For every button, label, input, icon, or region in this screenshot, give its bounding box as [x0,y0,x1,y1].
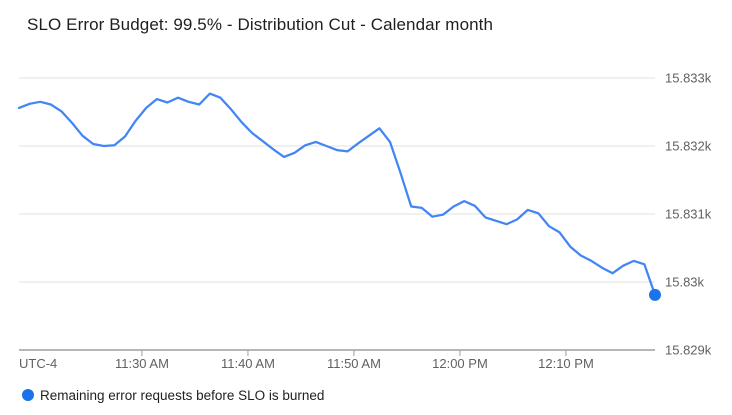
y-axis-tick-label: 15.829k [665,343,712,358]
x-axis-tick-label: 11:30 AM [115,356,169,371]
x-axis-tick-label: 11:50 AM [327,356,381,371]
x-axis-tick-label: 11:40 AM [221,356,275,371]
y-axis-tick-label: 15.832k [665,139,712,154]
legend-series-label: Remaining error requests before SLO is b… [40,387,325,403]
chart-legend: Remaining error requests before SLO is b… [22,386,324,404]
legend-series-circle-icon [22,389,34,401]
y-axis-tick-label: 15.833k [665,71,712,86]
timezone-label: UTC-4 [19,356,57,371]
chart-title: SLO Error Budget: 99.5% - Distribution C… [27,15,494,34]
y-axis-tick-label: 15.83k [665,275,705,290]
x-axis-tick-label: 12:00 PM [432,356,488,371]
series-line [17,92,657,297]
series-endpoint-dot [649,288,661,301]
y-axis-tick-label: 15.831k [665,207,712,222]
x-axis-tick-label: 12:10 PM [538,356,594,371]
